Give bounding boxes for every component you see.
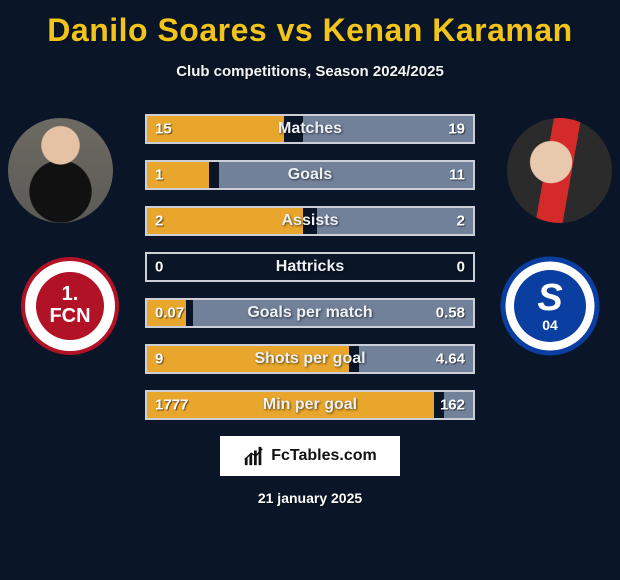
stat-bars: 1519Matches111Goals22Assists00Hattricks0… xyxy=(145,108,475,420)
date-text: 21 january 2025 xyxy=(0,490,620,506)
stat-row: 111Goals xyxy=(145,160,475,190)
svg-text:S: S xyxy=(537,277,562,319)
stat-value-right: 19 xyxy=(448,121,465,138)
stat-row: 9 4.64 Shots per goal xyxy=(145,344,475,374)
stat-row: 1777 162 Min per goal xyxy=(145,390,475,420)
stat-value-left: 15 xyxy=(155,121,172,138)
stat-value-left: 1 xyxy=(155,167,163,184)
player-left-avatar xyxy=(8,118,113,223)
bar-fill-right xyxy=(317,208,473,234)
stat-value-right: 11 xyxy=(449,167,465,184)
stat-value-right: 0 xyxy=(457,259,465,276)
stat-row: 15 19 Matches xyxy=(145,114,475,144)
stat-label: Hattricks xyxy=(276,258,344,276)
stat-row: 2 2 Assists xyxy=(145,206,475,236)
player-right-avatar xyxy=(507,118,612,223)
stat-value-right: 2 xyxy=(457,213,465,230)
stat-value-left: 9 xyxy=(155,351,163,368)
svg-text:FCN: FCN xyxy=(49,305,90,327)
stat-value-left: 0.07 xyxy=(155,305,184,322)
stat-label: Assists xyxy=(282,212,339,230)
stat-value-left: 2 xyxy=(155,213,163,230)
comparison-stage: 1. FCN S 04 1519Matches111Goals22Assists… xyxy=(0,108,620,420)
stat-value-right: 0.58 xyxy=(436,305,465,322)
stat-label: Goals xyxy=(288,166,332,184)
club-right-crest: S 04 xyxy=(500,256,600,356)
badge-text: FcTables.com xyxy=(271,447,377,465)
svg-text:04: 04 xyxy=(542,317,558,333)
stat-label: Matches xyxy=(278,120,342,138)
stat-row: 0.07 0.58 Goals per match xyxy=(145,298,475,328)
stat-label: Shots per goal xyxy=(254,350,365,368)
stat-row: 0 0 Hattricks xyxy=(145,252,475,282)
bar-fill-left xyxy=(147,208,303,234)
fcn-crest-icon: 1. FCN xyxy=(20,256,120,356)
fctables-badge: FcTables.com xyxy=(220,436,400,476)
subtitle: Club competitions, Season 2024/2025 xyxy=(0,63,620,80)
bar-fill-right xyxy=(219,162,473,188)
stat-label: Goals per match xyxy=(247,304,372,322)
stat-value-right: 4.64 xyxy=(436,351,465,368)
stat-value-left: 1777 xyxy=(155,397,188,414)
svg-text:1.: 1. xyxy=(62,283,79,305)
chart-icon xyxy=(243,445,265,467)
stat-value-right: 162 xyxy=(440,397,465,414)
page-title: Danilo Soares vs Kenan Karaman xyxy=(0,0,620,49)
stat-value-left: 0 xyxy=(155,259,163,276)
stat-label: Min per goal xyxy=(263,396,357,414)
club-left-crest: 1. FCN xyxy=(20,256,120,356)
schalke-crest-icon: S 04 xyxy=(500,256,600,356)
